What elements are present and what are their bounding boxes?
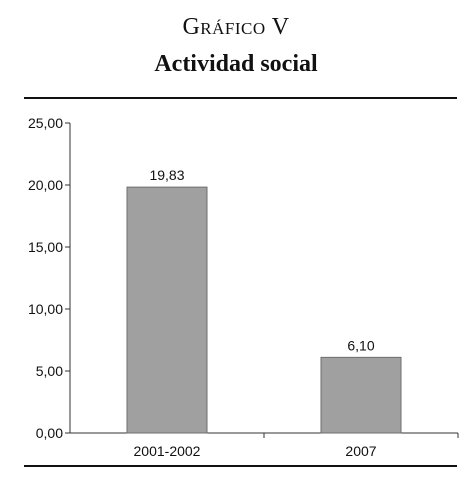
- bottom-rule: [24, 465, 457, 467]
- data-label: 19,83: [149, 167, 184, 183]
- x-tick-label: 2007: [345, 443, 376, 459]
- figure-number: Gráfico V: [182, 14, 290, 40]
- bars: [126, 186, 402, 434]
- y-tick-label: 20,00: [28, 177, 63, 193]
- y-tick-label: 15,00: [28, 239, 63, 255]
- y-tick-label: 25,00: [28, 115, 63, 131]
- y-tick-label: 0,00: [36, 425, 63, 441]
- top-rule: [24, 97, 457, 99]
- data-label: 6,10: [347, 337, 374, 353]
- x-axis-labels: 2001-2002 2007: [134, 443, 377, 459]
- y-tick-label: 5,00: [36, 363, 63, 379]
- bar-2007: [320, 356, 402, 434]
- value-labels: 19,83 6,10: [149, 167, 374, 353]
- x-tick-label: 2001-2002: [134, 443, 201, 459]
- bar-2001-2002: [126, 186, 208, 434]
- y-axis-ticks: 0,00 5,00 10,00 15,00 20,00 25,00: [28, 115, 70, 441]
- chart-title: Actividad social: [154, 51, 318, 77]
- y-tick-label: 10,00: [28, 301, 63, 317]
